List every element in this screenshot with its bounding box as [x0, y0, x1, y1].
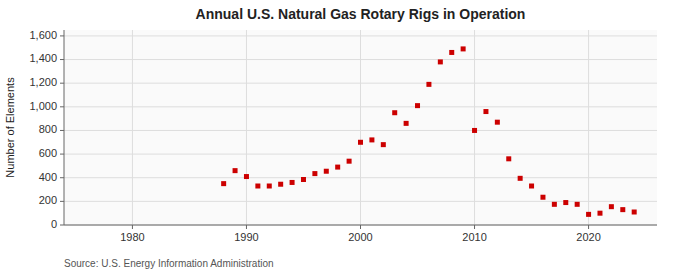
- point: [609, 204, 614, 209]
- y-tick: [60, 177, 64, 178]
- point: [540, 195, 545, 200]
- y-tick: [60, 201, 64, 202]
- point: [506, 156, 511, 161]
- x-tick: [360, 225, 361, 229]
- y-axis-line: [64, 30, 65, 225]
- y-tick: [60, 59, 64, 60]
- point: [290, 180, 295, 185]
- y-tick-label: 1,400: [29, 52, 57, 64]
- grid: [64, 30, 657, 225]
- point: [278, 182, 283, 187]
- x-tick: [588, 225, 589, 229]
- point: [267, 184, 272, 189]
- point: [438, 59, 443, 64]
- point: [233, 168, 238, 173]
- y-tick: [60, 35, 64, 36]
- point: [597, 211, 602, 216]
- point: [472, 128, 477, 133]
- y-grid-line: [64, 225, 657, 226]
- point: [449, 50, 454, 55]
- point: [324, 169, 329, 174]
- point: [415, 103, 420, 108]
- y-tick-label: 1,600: [29, 29, 57, 41]
- plot-background: [64, 30, 657, 225]
- chart-svg: 0 200 400 600 800 1,000 1,200 1,400 1,600 1980 199…: [0, 0, 675, 275]
- point: [495, 120, 500, 125]
- point: [563, 200, 568, 205]
- source-note: Source: U.S. Energy Information Administ…: [64, 258, 274, 269]
- y-tick: [60, 83, 64, 84]
- y-tick-label: 600: [39, 147, 57, 159]
- x-tick-label: 2020: [576, 231, 600, 243]
- x-tick-label: 2000: [348, 231, 372, 243]
- point: [221, 181, 226, 186]
- x-tick: [246, 225, 247, 229]
- point: [255, 184, 260, 189]
- point: [347, 159, 352, 164]
- point: [404, 121, 409, 126]
- y-tick-label: 400: [39, 171, 57, 183]
- y-tick-label: 0: [51, 218, 57, 230]
- x-tick: [132, 225, 133, 229]
- x-tick-label: 2010: [462, 231, 486, 243]
- x-grid-line: [588, 30, 589, 225]
- point: [632, 210, 637, 215]
- point: [552, 202, 557, 207]
- axes: 0 200 400 600 800 1,000 1,200 1,400 1,600 1980 199…: [29, 29, 657, 243]
- y-tick-label: 200: [39, 194, 57, 206]
- x-grid-line: [132, 30, 133, 225]
- y-tick-label: 1,000: [29, 100, 57, 112]
- points: [221, 46, 637, 216]
- point: [381, 142, 386, 147]
- point: [426, 82, 431, 87]
- chart-title: Annual U.S. Natural Gas Rotary Rigs in O…: [196, 6, 526, 22]
- y-tick-label: 800: [39, 123, 57, 135]
- y-tick: [60, 130, 64, 131]
- point: [575, 202, 580, 207]
- y-tick: [60, 225, 64, 226]
- point: [358, 140, 363, 145]
- point: [586, 212, 591, 217]
- x-axis-line: [64, 225, 657, 226]
- point: [244, 174, 249, 179]
- point: [335, 165, 340, 170]
- x-tick-label: 1990: [234, 231, 258, 243]
- x-grid-line: [360, 30, 361, 225]
- x-grid-line: [474, 30, 475, 225]
- point: [312, 171, 317, 176]
- x-tick-label: 1980: [120, 231, 144, 243]
- point: [620, 207, 625, 212]
- y-tick: [60, 106, 64, 107]
- point: [529, 184, 534, 189]
- point: [392, 110, 397, 115]
- point: [461, 46, 466, 51]
- point: [301, 177, 306, 182]
- y-axis-label: Number of Elements: [4, 77, 16, 178]
- point: [483, 109, 488, 114]
- point: [518, 176, 523, 181]
- point: [369, 137, 374, 142]
- y-tick-label: 1,200: [29, 76, 57, 88]
- x-tick: [474, 225, 475, 229]
- x-grid-line: [246, 30, 247, 225]
- y-tick: [60, 154, 64, 155]
